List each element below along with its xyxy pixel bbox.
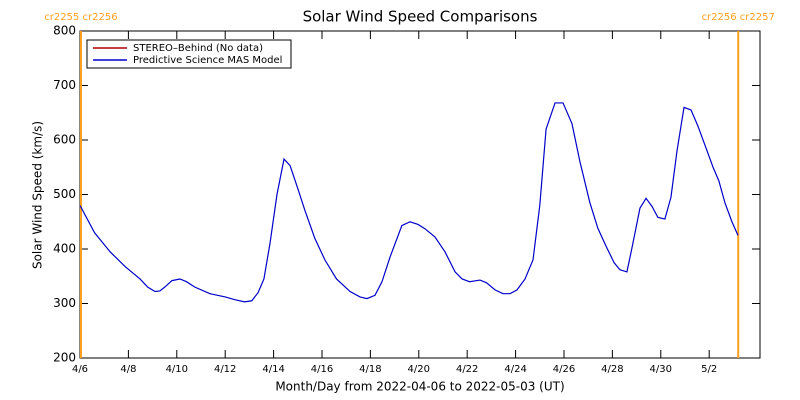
x-tick-label: 4/6: [72, 364, 88, 375]
x-tick-label: 5/2: [701, 364, 717, 375]
y-tick-label: 700: [53, 78, 76, 92]
annotation: cr2256 cr2257: [702, 12, 775, 23]
x-tick-label: 4/30: [650, 364, 672, 375]
y-tick-label: 500: [53, 187, 76, 201]
series-line: [79, 102, 739, 303]
x-tick-label: 4/28: [601, 364, 623, 375]
y-tick-label: 300: [53, 296, 76, 310]
x-tick-label: 4/20: [408, 364, 430, 375]
x-tick-label: 4/18: [359, 364, 381, 375]
y-tick-label: 200: [53, 351, 76, 365]
x-tick-label: 4/16: [311, 364, 333, 375]
chart-title: Solar Wind Speed Comparisons: [303, 8, 538, 26]
y-tick-label: 600: [53, 133, 76, 147]
x-tick-label: 4/8: [120, 364, 136, 375]
y-tick-label: 400: [53, 242, 76, 256]
x-axis-label: Month/Day from 2022-04-06 to 2022-05-03 …: [275, 380, 564, 394]
plot-frame: [79, 30, 761, 359]
legend-box: [86, 39, 292, 69]
x-tick-label: 4/10: [166, 364, 188, 375]
x-tick-label: 4/24: [504, 364, 526, 375]
y-axis-label: Solar Wind Speed (km/s): [31, 121, 45, 269]
x-tick-label: 4/26: [553, 364, 575, 375]
y-tick-label: 800: [53, 24, 76, 38]
x-tick-label: 4/12: [214, 364, 236, 375]
legend-label: STEREO–Behind (No data): [133, 43, 263, 54]
x-tick-label: 4/14: [262, 364, 284, 375]
x-tick-label: 4/22: [456, 364, 478, 375]
legend-label: Predictive Science MAS Model: [133, 55, 282, 66]
annotation: cr2255 cr2256: [44, 12, 117, 23]
